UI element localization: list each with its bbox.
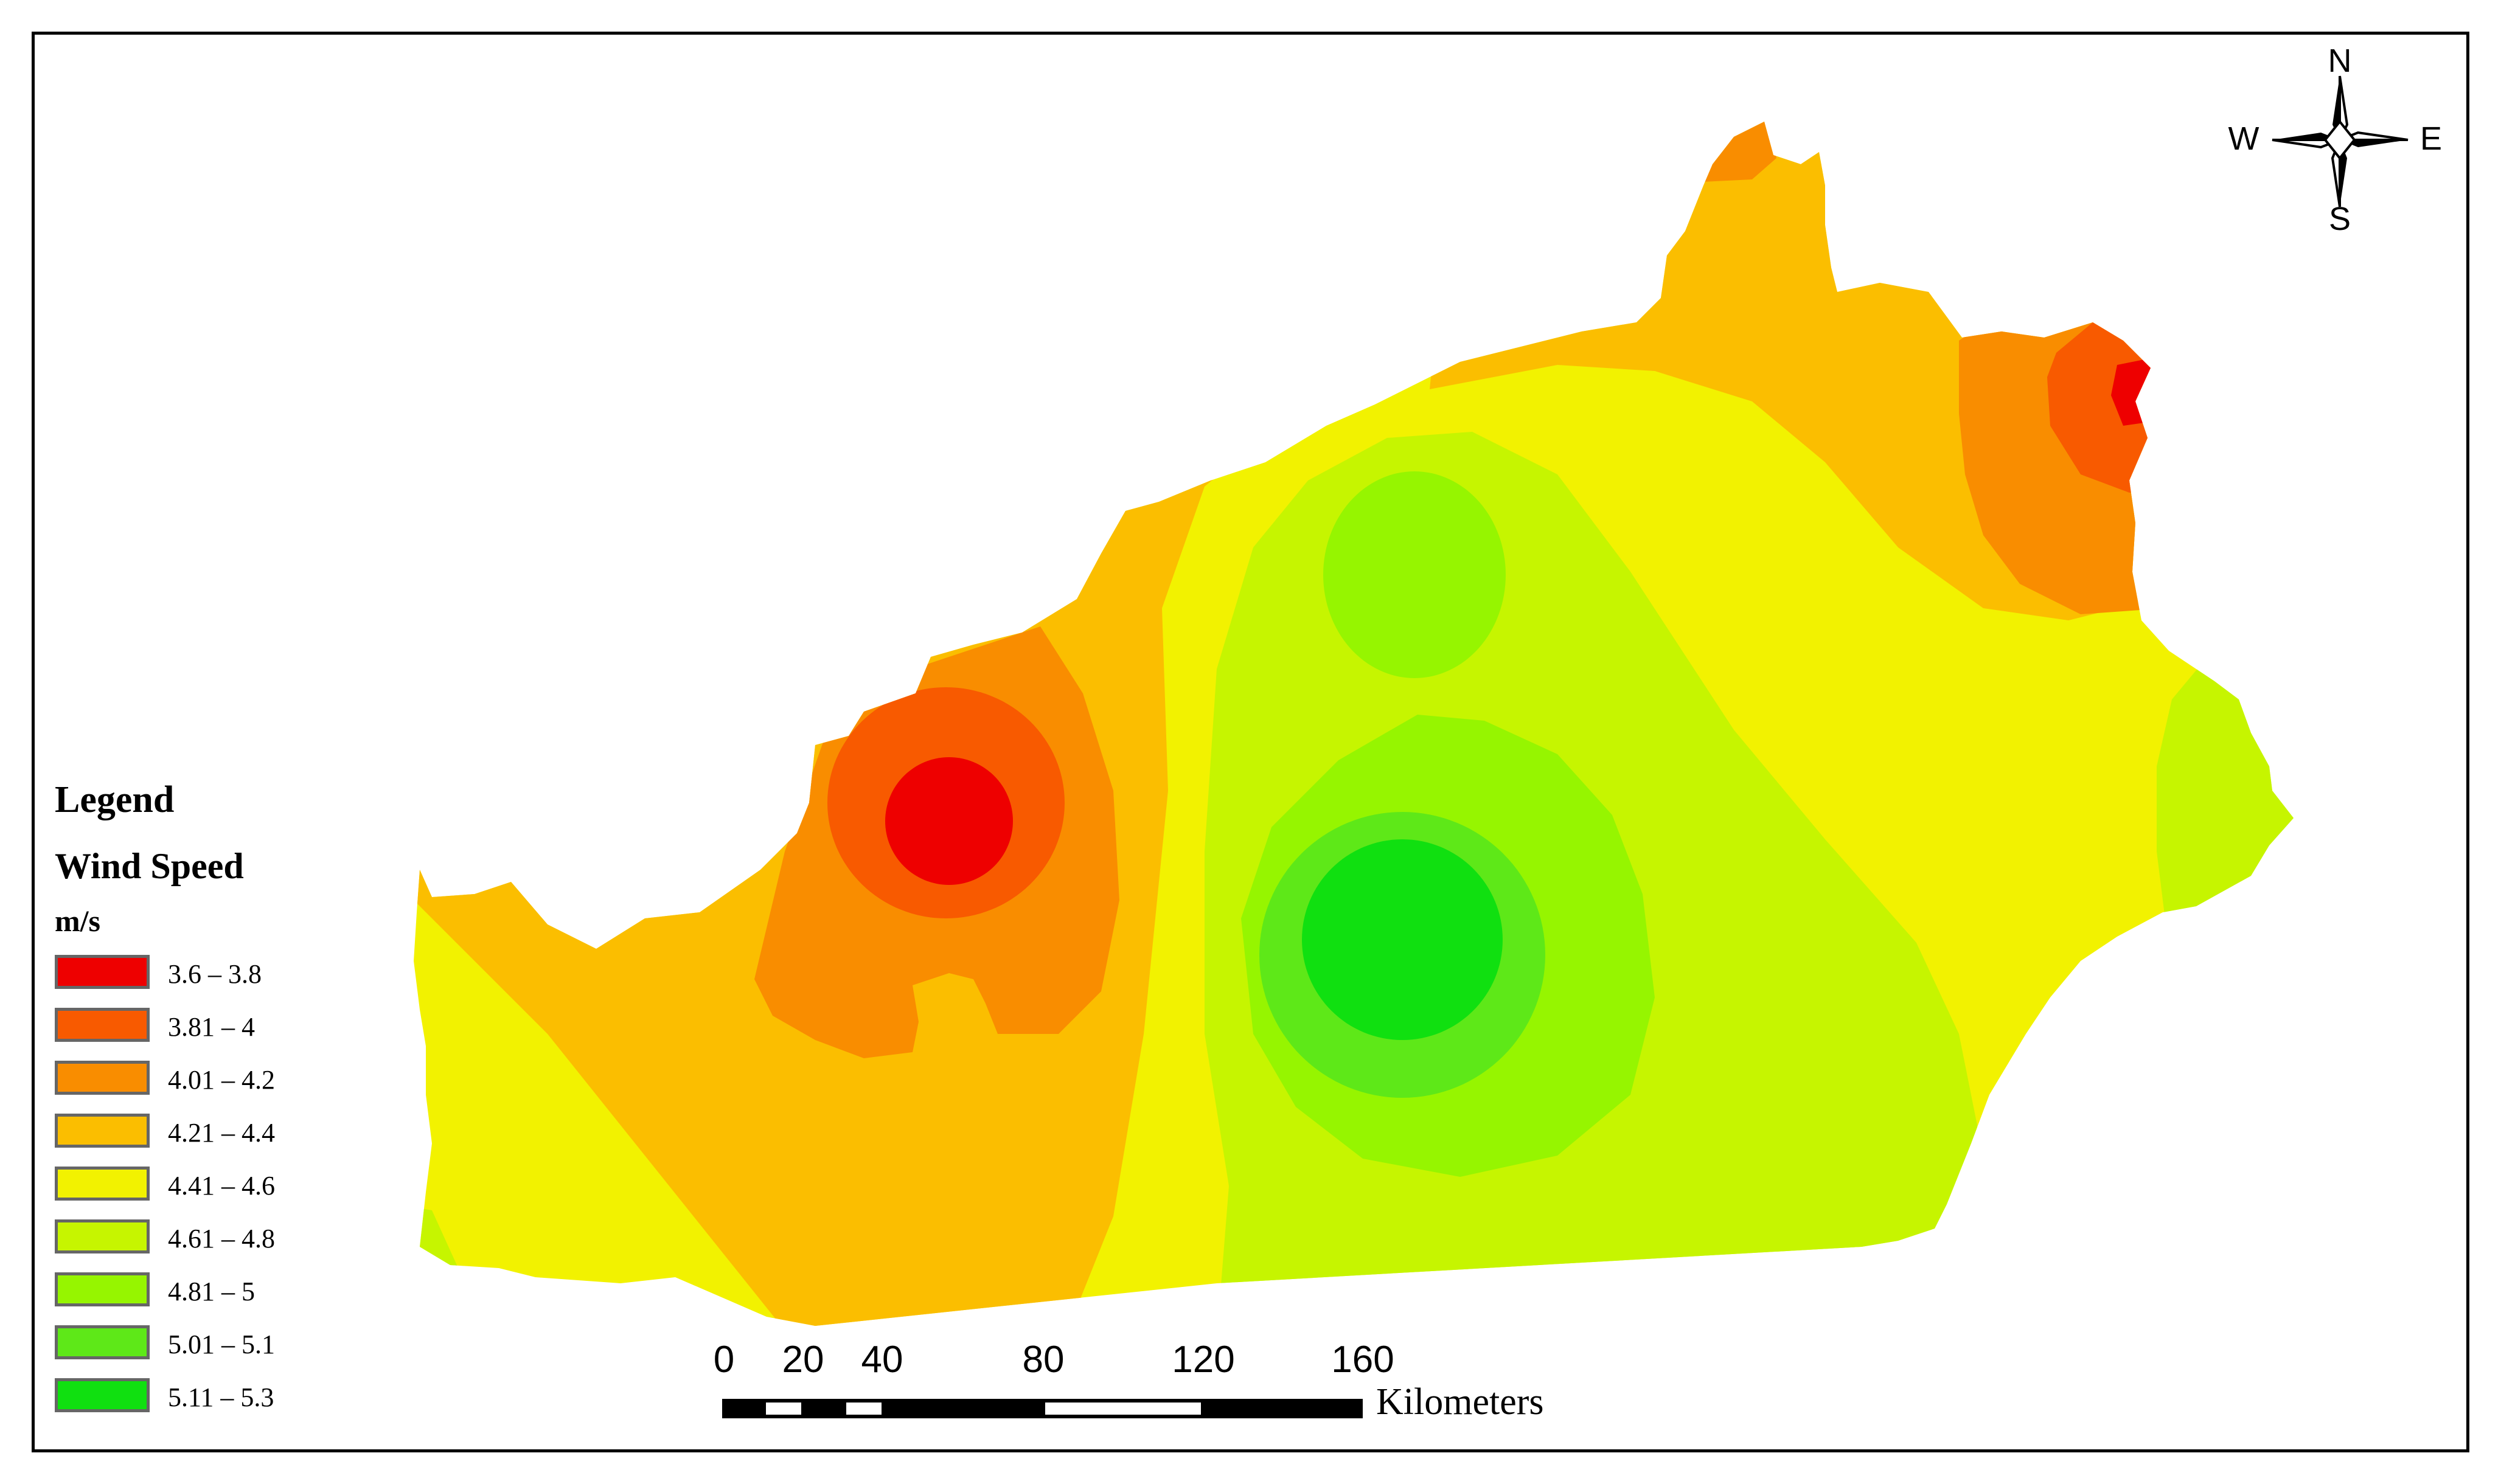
legend-swatch <box>55 1061 150 1095</box>
scale-tick-label: 40 <box>861 1339 903 1381</box>
legend-title: Legend <box>55 779 175 820</box>
legend-swatch <box>55 1008 150 1042</box>
legend-label: 4.21 – 4.4 <box>168 1118 275 1148</box>
scale-bar-segment <box>1045 1403 1201 1415</box>
zone-4.81-5-north <box>1323 471 1506 678</box>
legend-item: 4.81 – 5 <box>55 1272 359 1312</box>
legend-unit: m/s <box>55 904 100 938</box>
scale-tick-label: 80 <box>1022 1339 1065 1381</box>
legend-item: 3.6 – 3.8 <box>55 955 359 995</box>
scale-bar-segment <box>846 1403 882 1415</box>
legend-item: 5.01 – 5.1 <box>55 1325 359 1365</box>
legend-item: 4.01 – 4.2 <box>55 1061 359 1101</box>
zone-3.6-3.8-northeast <box>2111 359 2166 426</box>
legend-label: 3.6 – 3.8 <box>168 959 262 989</box>
compass-east-label: E <box>2419 120 2443 157</box>
compass-west-label: W <box>2228 120 2259 157</box>
legend-label: 3.81 – 4 <box>168 1012 255 1042</box>
legend-swatch <box>55 955 150 989</box>
legend-swatch <box>55 1114 150 1148</box>
legend-label: 4.01 – 4.2 <box>168 1065 275 1095</box>
scale-tick-label: 20 <box>782 1339 824 1381</box>
legend-swatch <box>55 1219 150 1253</box>
zone-4.61-4.8-southwest <box>414 1204 462 1277</box>
legend-label: 4.41 – 4.6 <box>168 1171 275 1201</box>
scale-units-label: Kilometers <box>1376 1381 1544 1423</box>
scale-bar-frame <box>722 1399 1363 1418</box>
legend-item: 4.41 – 4.6 <box>55 1167 359 1207</box>
compass-north-label: N <box>2328 43 2352 79</box>
legend-item: 5.11 – 5.3 <box>55 1378 359 1418</box>
north-arrow-icon <box>2272 75 2409 207</box>
scale-tick-label: 0 <box>713 1339 735 1381</box>
legend-swatch <box>55 1272 150 1306</box>
zone-4.61-4.8-east <box>2157 663 2294 924</box>
legend-label: 5.11 – 5.3 <box>168 1382 274 1412</box>
legend-label: 4.81 – 5 <box>168 1277 255 1306</box>
legend-label: 4.61 – 4.8 <box>168 1224 275 1253</box>
scale-tick-label: 120 <box>1172 1339 1235 1381</box>
legend-swatch <box>55 1167 150 1201</box>
legend-field-name: Wind Speed <box>55 846 244 886</box>
zone-4.01-4.2-north-nub <box>1691 122 1776 182</box>
zone-3.6-3.8-west <box>885 757 1013 885</box>
legend-item: 4.21 – 4.4 <box>55 1114 359 1154</box>
legend-item: 4.61 – 4.8 <box>55 1219 359 1260</box>
scale-tick-label: 160 <box>1331 1339 1394 1381</box>
zone-5.11-5.3 <box>1302 839 1503 1040</box>
legend-swatch <box>55 1378 150 1412</box>
interpolated-surface <box>414 122 2294 1326</box>
legend-item: 3.81 – 4 <box>55 1008 359 1048</box>
scale-bar <box>722 1399 1363 1418</box>
compass-south-label: S <box>2328 201 2351 237</box>
legend-label: 5.01 – 5.1 <box>168 1330 275 1359</box>
legend-swatch <box>55 1325 150 1359</box>
scale-bar-segment <box>766 1403 801 1415</box>
